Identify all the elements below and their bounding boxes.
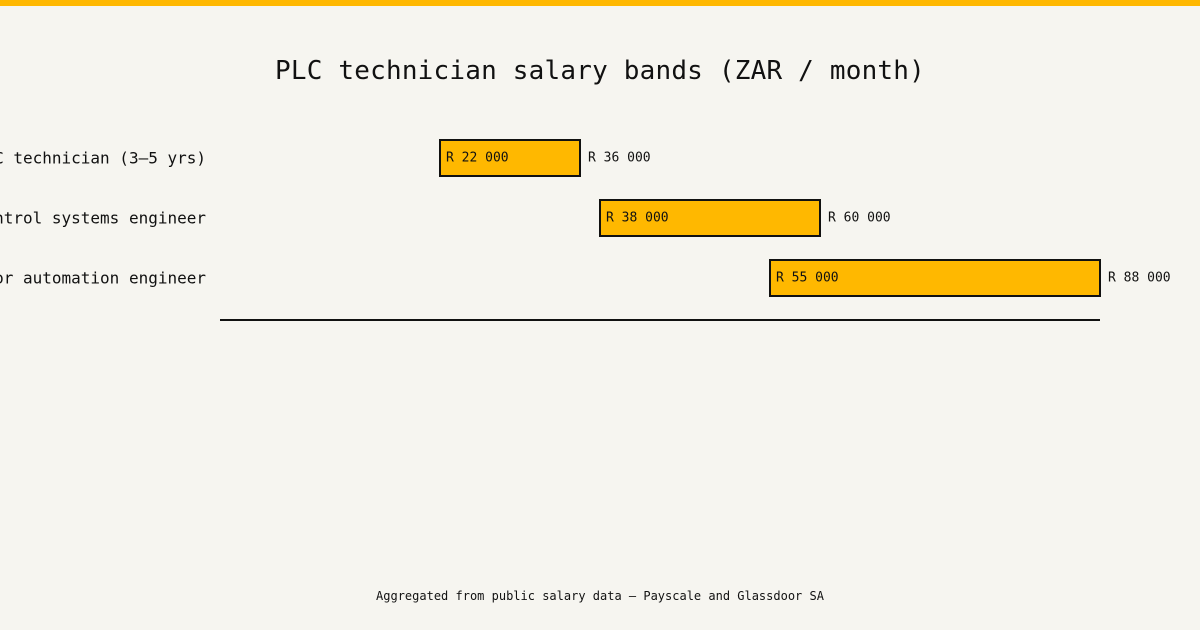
high-value-label: R 36 000: [588, 151, 651, 166]
range-bar: [769, 259, 1101, 297]
low-value-label: R 22 000: [446, 151, 509, 166]
chart-title: PLC technician salary bands (ZAR / month…: [275, 56, 925, 86]
high-value-label: R 60 000: [828, 211, 891, 226]
category-label: PLC technician (3–5 yrs): [0, 149, 206, 168]
low-value-label: R 38 000: [606, 211, 669, 226]
accent-top-bar: [0, 0, 1200, 6]
category-label: Senior automation engineer: [0, 269, 206, 288]
range-bar: [439, 139, 581, 177]
range-bar: [599, 199, 821, 237]
low-value-label: R 55 000: [776, 271, 839, 286]
high-value-label: R 88 000: [1108, 271, 1171, 286]
source-note: Aggregated from public salary data — Pay…: [376, 589, 824, 603]
category-label: Control systems engineer: [0, 209, 206, 228]
